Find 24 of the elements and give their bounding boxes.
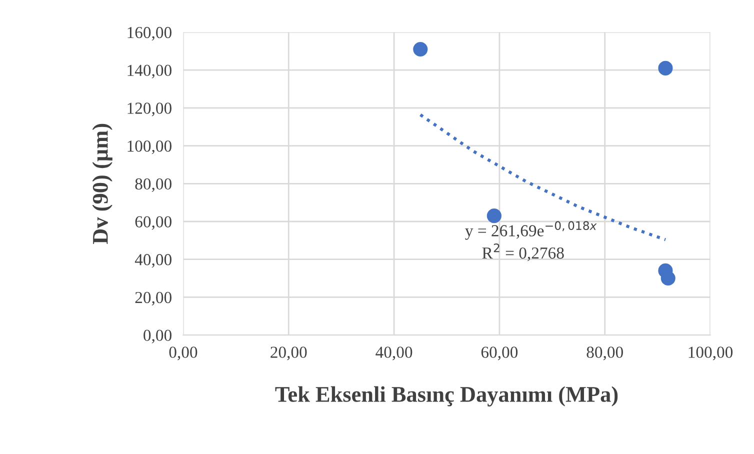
x-tick-label: 0,00: [169, 346, 198, 360]
y-tick-label: 160,00: [128, 26, 172, 41]
y-tick-label: 120,00: [128, 102, 172, 116]
x-tick-label: 20,00: [270, 346, 307, 360]
point: [486, 208, 502, 224]
line-series: [418, 113, 667, 242]
point: [660, 270, 676, 286]
x-tick-label: 100,00: [688, 346, 733, 360]
annotation: y = 261,69e$^{−0,018x}$: [465, 221, 597, 240]
y-tick-label: 100,00: [128, 140, 172, 154]
x-tick-label: 40,00: [376, 346, 412, 360]
x-tick-label: 60,00: [481, 346, 518, 360]
point: [413, 42, 428, 57]
y-tick-label: 0,00: [144, 330, 172, 344]
y-tick-label: 20,00: [135, 292, 172, 306]
point: [658, 60, 673, 76]
y-tick-label: 80,00: [135, 178, 172, 192]
y-axis-title: Dv (90) (µm): [92, 124, 112, 244]
annotation: R$^{2}$ = 0,2768: [482, 243, 564, 262]
x-axis-title: Tek Eksenli Basınç Dayanımı (MPa): [275, 386, 618, 406]
x-tick-label: 80,00: [586, 346, 623, 360]
y-tick-label: 140,00: [128, 64, 172, 78]
y-tick-label: 40,00: [134, 254, 172, 268]
y-tick-label: 60,00: [135, 216, 172, 230]
